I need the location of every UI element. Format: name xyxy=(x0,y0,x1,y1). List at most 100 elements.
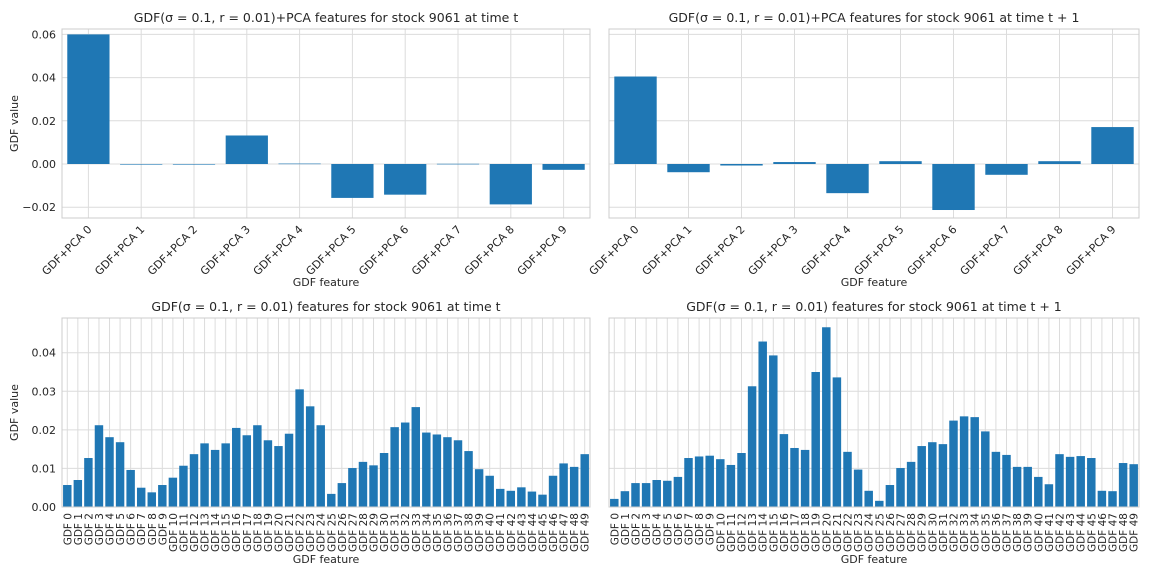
x-tick-label: GDF 24 xyxy=(316,513,328,552)
bar xyxy=(278,163,321,165)
bar xyxy=(232,427,241,507)
x-tick-label: GDF 41 xyxy=(495,513,507,552)
bar xyxy=(614,76,657,164)
bar xyxy=(295,389,304,507)
x-tick-label: GDF 49 xyxy=(1129,513,1141,552)
x-tick-label: GDF 1 xyxy=(73,513,85,545)
x-tick-label: GDF 12 xyxy=(737,513,749,552)
bar xyxy=(959,416,969,507)
y-axis-label: GDF value xyxy=(8,384,21,441)
x-tick-label: GDF 11 xyxy=(726,513,738,552)
bar xyxy=(172,164,216,165)
x-tick-label: GDF 14 xyxy=(758,513,770,552)
bar xyxy=(811,372,820,507)
bar xyxy=(147,492,156,507)
x-tick-label: GDF 3 xyxy=(641,513,653,545)
x-tick-label: GDF 26 xyxy=(337,513,349,552)
x-tick-label: GDF 4 xyxy=(652,513,664,546)
x-tick-label: GDF 6 xyxy=(673,513,685,546)
bar xyxy=(263,440,273,507)
x-tick-label: GDF 35 xyxy=(432,513,444,552)
bar xyxy=(1129,464,1138,507)
bar xyxy=(136,487,146,507)
bar xyxy=(400,422,410,507)
x-tick-label: GDF 35 xyxy=(980,513,992,552)
x-tick-label: GDF 7 xyxy=(136,513,148,545)
bar xyxy=(985,164,1028,175)
y-tick-label: 0.02 xyxy=(32,115,57,128)
x-tick-label: GDF 43 xyxy=(1065,513,1077,552)
bar xyxy=(436,163,480,165)
bar xyxy=(896,468,905,507)
plot-area xyxy=(62,318,590,507)
x-tick-label: GDF 20 xyxy=(821,513,833,552)
x-tick-label: GDF 24 xyxy=(864,513,876,552)
chart-title: GDF(σ = 0.1, r = 0.01)+PCA features for … xyxy=(669,10,1080,25)
bar xyxy=(274,446,283,507)
bar xyxy=(517,487,526,507)
bar xyxy=(726,464,736,507)
x-tick-label: GDF 16 xyxy=(231,513,243,552)
bar xyxy=(485,475,494,507)
x-tick-label: GDF 42 xyxy=(506,513,518,552)
x-tick-label: GDF 18 xyxy=(252,513,264,552)
bar xyxy=(1055,454,1064,507)
bar xyxy=(663,480,672,507)
x-tick-label: GDF 28 xyxy=(906,513,918,552)
bar xyxy=(210,449,220,507)
bar xyxy=(496,488,505,507)
x-tick-label: GDF 1 xyxy=(620,513,632,545)
bar xyxy=(917,446,926,507)
bar xyxy=(331,164,374,198)
bar xyxy=(453,440,463,507)
bar xyxy=(569,466,579,507)
axes-frame xyxy=(61,317,591,508)
bar xyxy=(610,498,619,507)
bar xyxy=(970,417,979,507)
x-tick-label: GDF 29 xyxy=(369,513,381,552)
x-axis-label: GDF feature xyxy=(841,553,908,566)
y-tick-label: 0.06 xyxy=(32,28,57,41)
x-tick-label: GDF 48 xyxy=(1118,513,1130,552)
x-tick-label: GDF 46 xyxy=(1097,513,1109,552)
x-tick-label: GDF 22 xyxy=(843,513,855,552)
bar xyxy=(105,437,114,507)
x-axis-label: GDF feature xyxy=(841,276,908,289)
bar xyxy=(773,162,816,164)
bar xyxy=(832,377,842,507)
x-tick-label: GDF+PCA 8 xyxy=(462,223,517,278)
bar xyxy=(1012,466,1022,507)
bar xyxy=(384,164,427,195)
chart-title: GDF(σ = 0.1, r = 0.01)+PCA features for … xyxy=(134,10,519,25)
x-tick-label: GDF 47 xyxy=(1108,513,1120,552)
bar xyxy=(1108,491,1117,507)
bar xyxy=(932,164,975,211)
x-tick-label: GDF 13 xyxy=(747,513,759,552)
bar xyxy=(667,164,710,173)
x-tick-label: GDF+PCA 7 xyxy=(958,223,1013,278)
bar xyxy=(63,485,72,507)
y-tick-label: 0.04 xyxy=(32,72,57,85)
bar xyxy=(67,34,110,165)
x-tick-label: GDF 42 xyxy=(1055,513,1067,552)
x-tick-label: GDF+PCA 2 xyxy=(145,223,200,278)
bar xyxy=(875,500,884,507)
bar xyxy=(981,431,990,507)
y-tick-label: 0.03 xyxy=(32,385,57,398)
x-tick-label: GDF 8 xyxy=(694,513,706,545)
bar xyxy=(390,427,399,507)
bar xyxy=(221,443,230,507)
bar xyxy=(758,341,767,507)
x-tick-label: GDF 36 xyxy=(442,513,454,552)
x-tick-label: GDF 32 xyxy=(949,513,961,552)
x-tick-label: GDF 39 xyxy=(1023,513,1035,552)
x-tick-label: GDF 34 xyxy=(421,513,433,552)
x-tick-label: GDF 5 xyxy=(662,513,674,545)
x-tick-label: GDF 49 xyxy=(580,513,592,552)
x-tick-label: GDF+PCA 2 xyxy=(693,223,748,278)
bar xyxy=(115,442,125,507)
x-tick-label: GDF 44 xyxy=(1076,513,1088,552)
